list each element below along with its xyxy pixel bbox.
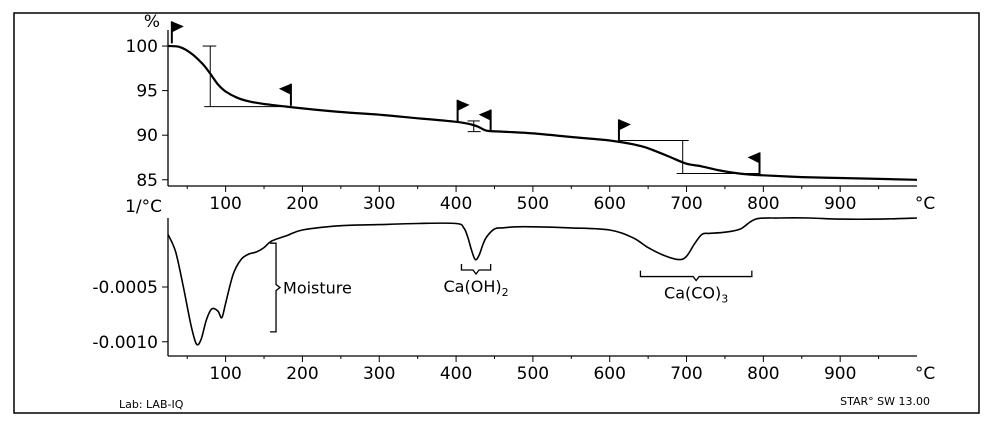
x-tick-label: 700 [670,364,702,384]
y-tick-label: 85 [136,171,158,191]
x-axis-unit: °C [915,364,935,384]
x-tick-label: 300 [363,364,395,384]
y-tick-label: 90 [136,126,158,146]
x-tick-label: 700 [670,194,702,214]
x-tick-label: 600 [593,194,625,214]
x-tick-label: 900 [824,364,856,384]
annotation-subscript: 3 [721,293,728,306]
annotation-label: Moisture [283,279,352,298]
y-tick-label: 100 [126,37,158,57]
x-tick-label: 800 [747,194,779,214]
x-tick-label: 100 [209,194,241,214]
annotation-subscript: 2 [502,286,509,299]
x-tick-label: 500 [517,364,549,384]
annotation-label: Ca(OH)2 [444,277,509,299]
x-tick-label: 900 [824,194,856,214]
y-axis-unit: 1/°C [125,197,162,217]
x-tick-label: 600 [593,364,625,384]
y-axis-unit: % [144,12,160,32]
y-tick-label: -0.0005 [92,278,158,298]
x-tick-label: 200 [286,364,318,384]
lab-label: Lab: LAB-IQ [119,398,184,411]
y-tick-label: -0.0010 [92,333,158,353]
x-tick-label: 100 [209,364,241,384]
x-tick-label: 800 [747,364,779,384]
x-tick-label: 400 [440,194,472,214]
y-tick-label: 95 [136,82,158,102]
x-tick-label: 200 [286,194,318,214]
x-tick-label: 300 [363,194,395,214]
annotation-label: Ca(CO)3 [664,284,728,306]
software-label: STAR° SW 13.00 [840,395,930,408]
x-tick-label: 400 [440,364,472,384]
x-tick-label: 500 [517,194,549,214]
x-axis-unit: °C [915,194,935,214]
